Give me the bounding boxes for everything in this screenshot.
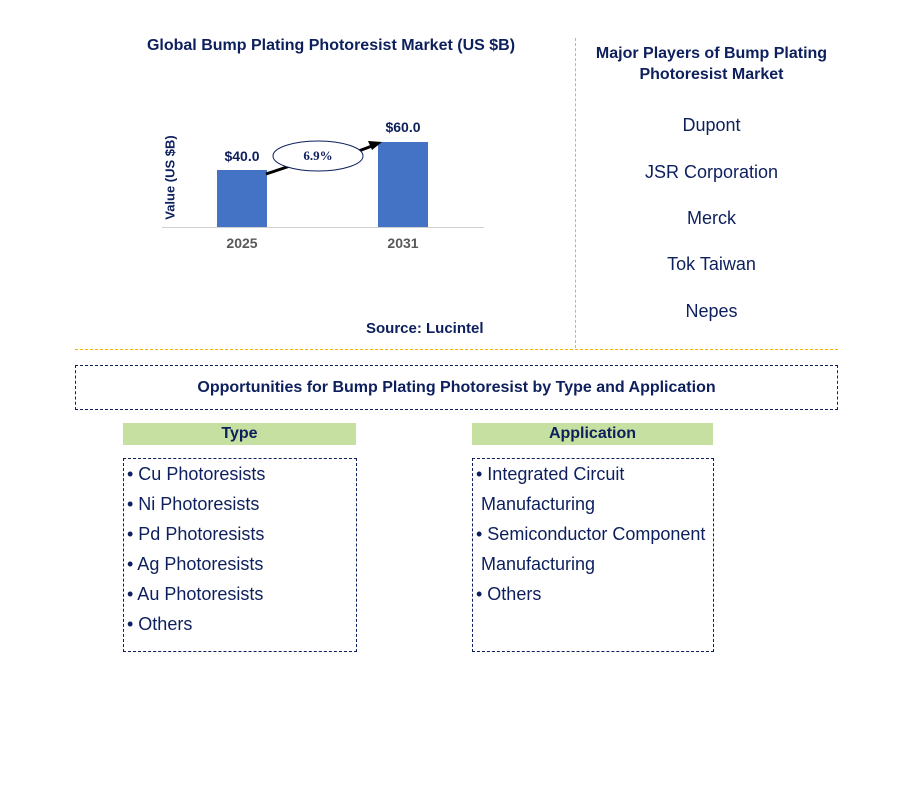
application-item: • Semiconductor Component: [476, 524, 706, 544]
players-title: Major Players of Bump Plating Photoresis…: [595, 45, 828, 83]
bar-label-2025: $40.0: [224, 148, 260, 164]
bar-2031: [378, 142, 428, 227]
y-axis-label: Value (US $B): [162, 135, 178, 220]
player-item: Dupont: [682, 115, 741, 135]
source-label: Source: Lucintel: [366, 320, 484, 337]
cagr-label: 6.9%: [303, 148, 333, 163]
type-header: Type: [123, 423, 356, 445]
x-tick-2025: 2025: [226, 235, 258, 251]
vertical-divider: [575, 38, 576, 348]
opportunities-title-text: Opportunities for Bump Plating Photoresi…: [197, 378, 716, 396]
type-item: • Others: [127, 614, 193, 634]
type-item: • Ni Photoresists: [127, 494, 260, 514]
application-item-continuation: Manufacturing: [481, 554, 596, 574]
application-item-continuation: Manufacturing: [481, 494, 596, 514]
application-header-text: Application: [548, 425, 637, 442]
application-header: Application: [472, 423, 713, 445]
application-list: • Integrated Circuit Manufacturing • Sem…: [472, 458, 714, 652]
player-item: JSR Corporation: [644, 162, 779, 182]
bar-label-2031: $60.0: [385, 119, 421, 135]
type-item: • Pd Photoresists: [127, 524, 265, 544]
type-item: • Au Photoresists: [127, 584, 264, 604]
type-header-text: Type: [221, 425, 258, 442]
chart-title: Global Bump Plating Photoresist Market (…: [146, 37, 516, 54]
player-item: Merck: [687, 208, 736, 228]
horizontal-divider: [75, 349, 838, 350]
player-item: Nepes: [685, 301, 738, 321]
cagr-arrow-icon: [265, 140, 382, 176]
x-axis-line: [162, 227, 484, 228]
opportunities-title: Opportunities for Bump Plating Photoresi…: [75, 365, 838, 410]
type-item: • Ag Photoresists: [127, 554, 264, 574]
player-item: Tok Taiwan: [667, 254, 756, 274]
type-list: • Cu Photoresists • Ni Photoresists • Pd…: [123, 458, 357, 652]
application-item: • Integrated Circuit: [476, 464, 625, 484]
type-item: • Cu Photoresists: [127, 464, 266, 484]
application-item: • Others: [476, 584, 542, 604]
bar-2025: [217, 170, 267, 227]
x-tick-2031: 2031: [387, 235, 419, 251]
